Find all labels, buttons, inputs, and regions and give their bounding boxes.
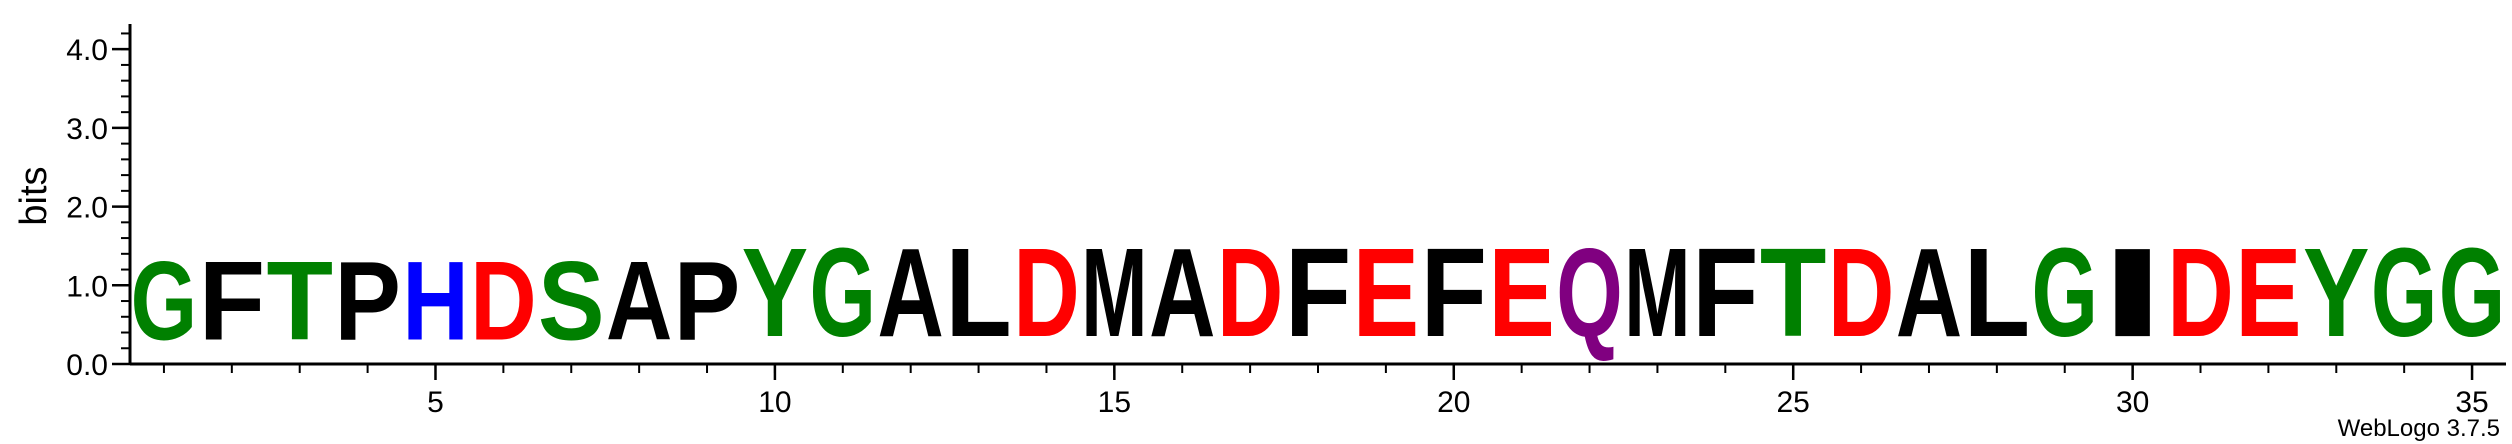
logo-glyph: F: [1421, 223, 1488, 364]
logo-glyph: T: [1760, 223, 1827, 364]
logo-glyph-letter: A: [877, 223, 944, 364]
y-tick-label: 2.0: [66, 192, 108, 225]
logo-glyph-letter: S: [538, 238, 605, 364]
logo-glyph: E: [2235, 223, 2302, 364]
logo-glyph-letter: I: [2099, 222, 2166, 363]
logo-glyph-letter: P: [674, 238, 741, 364]
logo-glyph: L: [1964, 223, 2031, 364]
y-tick-label: 4.0: [66, 34, 108, 67]
logo-glyph: A: [877, 223, 944, 364]
logo-glyph-letter: D: [2167, 223, 2234, 364]
logo-glyph-letter: G: [131, 239, 198, 364]
logo-glyph: G: [2371, 221, 2438, 363]
logo-glyph: A: [606, 238, 673, 364]
logo-glyph-letter: Y: [2303, 223, 2370, 364]
logo-glyph-letter: G: [810, 221, 877, 363]
y-tick-label: 1.0: [66, 270, 108, 303]
logo-glyph-letter: M: [1624, 223, 1691, 364]
logo-glyph: A: [1896, 223, 1963, 364]
logo-glyph: E: [1488, 223, 1555, 364]
logo-glyph-letter: M: [1081, 223, 1148, 364]
logo-glyph-letter: F: [199, 239, 266, 364]
logo-glyph-letter: E: [2235, 223, 2302, 364]
logo-glyph-letter: A: [1149, 223, 1216, 364]
x-tick-label: 15: [1098, 386, 1131, 419]
logo-glyph: D: [1013, 223, 1080, 364]
x-tick-label: 30: [2116, 386, 2149, 419]
logo-glyph: E: [1353, 223, 1420, 364]
logo-glyph-letter: Q: [1556, 221, 1623, 363]
x-tick-label: 35: [2455, 386, 2488, 419]
weblogo-credit: WebLogo 3.7.5: [2338, 415, 2500, 442]
logo-glyph-letter: T: [1760, 223, 1827, 364]
logo-glyph-letter: Y: [742, 223, 809, 364]
logo-glyph-letter: L: [945, 223, 1012, 364]
logo-glyph-letter: F: [1421, 223, 1488, 364]
logo-glyph-letter: D: [1013, 223, 1080, 364]
logo-glyph: S: [538, 238, 605, 364]
x-tick-label: 5: [427, 386, 444, 419]
logo-glyph-letter: L: [1964, 223, 2031, 364]
logo-glyph-letter: D: [1217, 223, 1284, 364]
logo-glyph-letter: F: [1285, 223, 1352, 364]
logo-glyph-letter: D: [1828, 223, 1895, 364]
x-axis: 5 10 15 20 25 30 35: [130, 362, 2506, 419]
x-tick-label: 25: [1777, 386, 1810, 419]
logo-glyph: P: [674, 238, 741, 364]
x-tick-label: 10: [758, 386, 791, 419]
logo-glyph-letter: A: [606, 238, 673, 364]
y-tick-label: 3.0: [66, 113, 108, 146]
logo-glyph: Y: [742, 223, 809, 364]
x-tick-label: 20: [1437, 386, 1470, 419]
y-tick-label: 0.0: [66, 349, 108, 382]
logo-glyph: M: [1081, 223, 1148, 364]
logo-glyph: T: [266, 239, 333, 364]
logo-glyph-letter: P: [334, 238, 401, 364]
logo-glyph: I: [2099, 222, 2166, 363]
logo-glyph: Y: [2303, 223, 2370, 364]
logo-glyph: D: [470, 238, 537, 364]
logo-glyph-letter: E: [1353, 223, 1420, 364]
logo-glyph: G: [2439, 221, 2506, 363]
logo-glyph: F: [199, 239, 266, 364]
logo-glyph-letter: F: [1692, 223, 1759, 364]
logo-glyph-letter: T: [266, 239, 333, 364]
logo-glyph-letter: G: [2031, 221, 2098, 363]
logo-glyph-letter: H: [402, 238, 469, 364]
logo-glyph: L: [945, 223, 1012, 364]
logo-glyph: F: [1285, 223, 1352, 364]
logo-glyph: D: [1828, 223, 1895, 364]
logo-glyph: A: [1149, 223, 1216, 364]
logo-glyph-letter: A: [1896, 223, 1963, 364]
logo-glyph: G: [131, 239, 198, 364]
logo-glyph: D: [2167, 223, 2234, 364]
logo-glyph: M: [1624, 223, 1691, 364]
logo-glyph: G: [2031, 221, 2098, 363]
logo-glyph: G: [810, 221, 877, 363]
logo-glyph-letter: G: [2439, 221, 2506, 363]
logo-glyph: D: [1217, 223, 1284, 364]
logo-glyph: H: [402, 238, 469, 364]
logo-glyph-letter: G: [2371, 221, 2438, 363]
logo-glyph: P: [334, 238, 401, 364]
logo-glyph-letter: D: [470, 238, 537, 364]
y-axis: 0.0 1.0 2.0 3.0 4.0: [66, 24, 132, 382]
y-axis-label: bits: [13, 166, 55, 225]
logo-glyph: F: [1692, 223, 1759, 364]
logo-glyph-letter: E: [1488, 223, 1555, 364]
logo-glyph: Q: [1556, 221, 1623, 363]
